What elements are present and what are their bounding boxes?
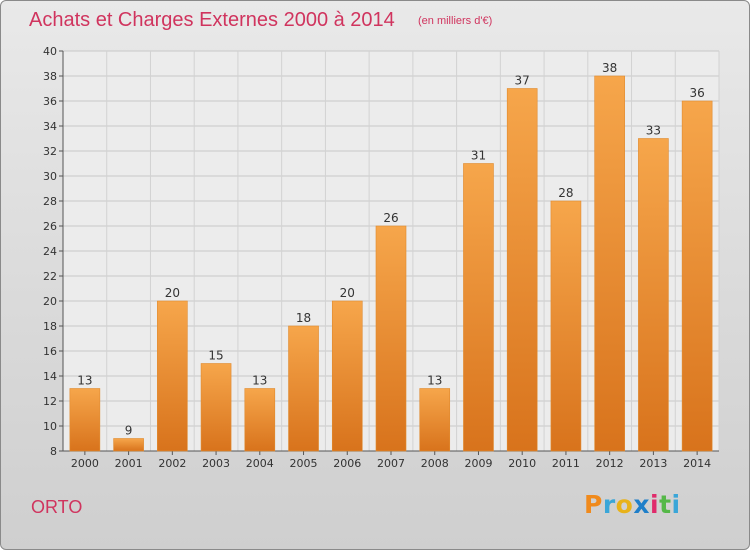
logo-letter: o	[615, 490, 634, 519]
x-tick-label: 2009	[464, 457, 492, 470]
y-tick-label: 26	[43, 220, 57, 233]
x-tick-label: 2006	[333, 457, 361, 470]
x-tick-label: 2000	[71, 457, 99, 470]
data-label-2006: 20	[340, 286, 355, 300]
bar-2000	[69, 388, 101, 452]
logo-letter: i	[650, 490, 660, 519]
y-tick-label: 16	[43, 345, 57, 358]
logo-letter: x	[633, 490, 650, 519]
chart-subtitle: (en milliers d'€)	[418, 15, 493, 27]
x-tick-label: 2001	[115, 457, 143, 470]
axes: 8 10 12 14 16 18 20 22 24 26 28 30 32 34 36 38 40 2000 200…	[43, 45, 719, 470]
y-tick-label: 32	[43, 145, 57, 158]
bar-2008	[419, 388, 451, 452]
logo-letter: P	[584, 490, 603, 519]
y-tick-label: 14	[43, 370, 57, 383]
x-tick-label: 2008	[421, 457, 449, 470]
y-tick-label: 36	[43, 95, 57, 108]
x-tick-label: 2003	[202, 457, 230, 470]
logo-letter: t	[659, 490, 672, 519]
y-tick-label: 12	[43, 395, 57, 408]
y-tick-label: 10	[43, 420, 57, 433]
x-tick-label: 2002	[158, 457, 186, 470]
x-tick-label: 2012	[596, 457, 624, 470]
data-label-2012: 38	[602, 61, 617, 75]
data-label-2008: 13	[427, 374, 442, 388]
y-tick-label: 18	[43, 320, 57, 333]
x-tick-label: 2004	[246, 457, 274, 470]
y-tick-label: 40	[43, 45, 57, 58]
x-tick-label: 2007	[377, 457, 405, 470]
commune-name: ORTO	[31, 497, 83, 517]
x-tick-label: 2010	[508, 457, 536, 470]
bar-2001	[113, 438, 144, 452]
bar-2011	[550, 200, 582, 452]
bar-2010	[506, 88, 538, 452]
y-tick-label: 20	[43, 295, 57, 308]
data-label-2001: 9	[125, 424, 133, 438]
y-tick-label: 30	[43, 170, 57, 183]
chart-title: Achats et Charges Externes 2000 à 2014	[29, 9, 395, 31]
x-tick-label: 2005	[290, 457, 318, 470]
data-label-2007: 26	[383, 211, 398, 225]
data-label-2000: 13	[77, 374, 92, 388]
x-tick-label: 2014	[683, 457, 711, 470]
y-tick-label: 8	[50, 445, 57, 458]
y-tick-label: 22	[43, 270, 57, 283]
logo-letter: i	[671, 490, 681, 519]
data-label-2013: 33	[646, 124, 661, 138]
data-label-2002: 20	[165, 286, 180, 300]
bar-2006	[331, 300, 363, 452]
data-label-2009: 31	[471, 149, 486, 163]
bar-2005	[288, 325, 319, 452]
y-tick-label: 38	[43, 70, 57, 83]
x-tick-label: 2013	[639, 457, 667, 470]
data-label-2010: 37	[515, 74, 530, 88]
y-tick-label: 28	[43, 195, 57, 208]
data-label-2014: 36	[689, 86, 704, 100]
data-labels: 13 9 20 15 13 18 20 26 13 31 37 28 38 33 36	[77, 61, 705, 438]
bar-2004	[244, 388, 276, 452]
bar-2003	[200, 363, 232, 452]
bar-2007	[375, 225, 407, 452]
bar-2014	[681, 100, 713, 452]
y-tick-label: 24	[43, 245, 57, 258]
bar-2013	[638, 138, 669, 452]
y-tick-label: 34	[43, 120, 57, 133]
bar-2002	[157, 300, 188, 452]
logo-letter: r	[602, 490, 616, 519]
bar-2012	[594, 75, 625, 452]
data-label-2004: 13	[252, 374, 267, 388]
data-label-2011: 28	[558, 186, 573, 200]
data-label-2003: 15	[208, 349, 223, 363]
bars	[69, 75, 713, 452]
bar-2009	[463, 163, 494, 452]
x-tick-label: 2011	[552, 457, 580, 470]
data-label-2005: 18	[296, 311, 311, 325]
proxiti-logo[interactable]: Proxiti	[584, 490, 681, 519]
